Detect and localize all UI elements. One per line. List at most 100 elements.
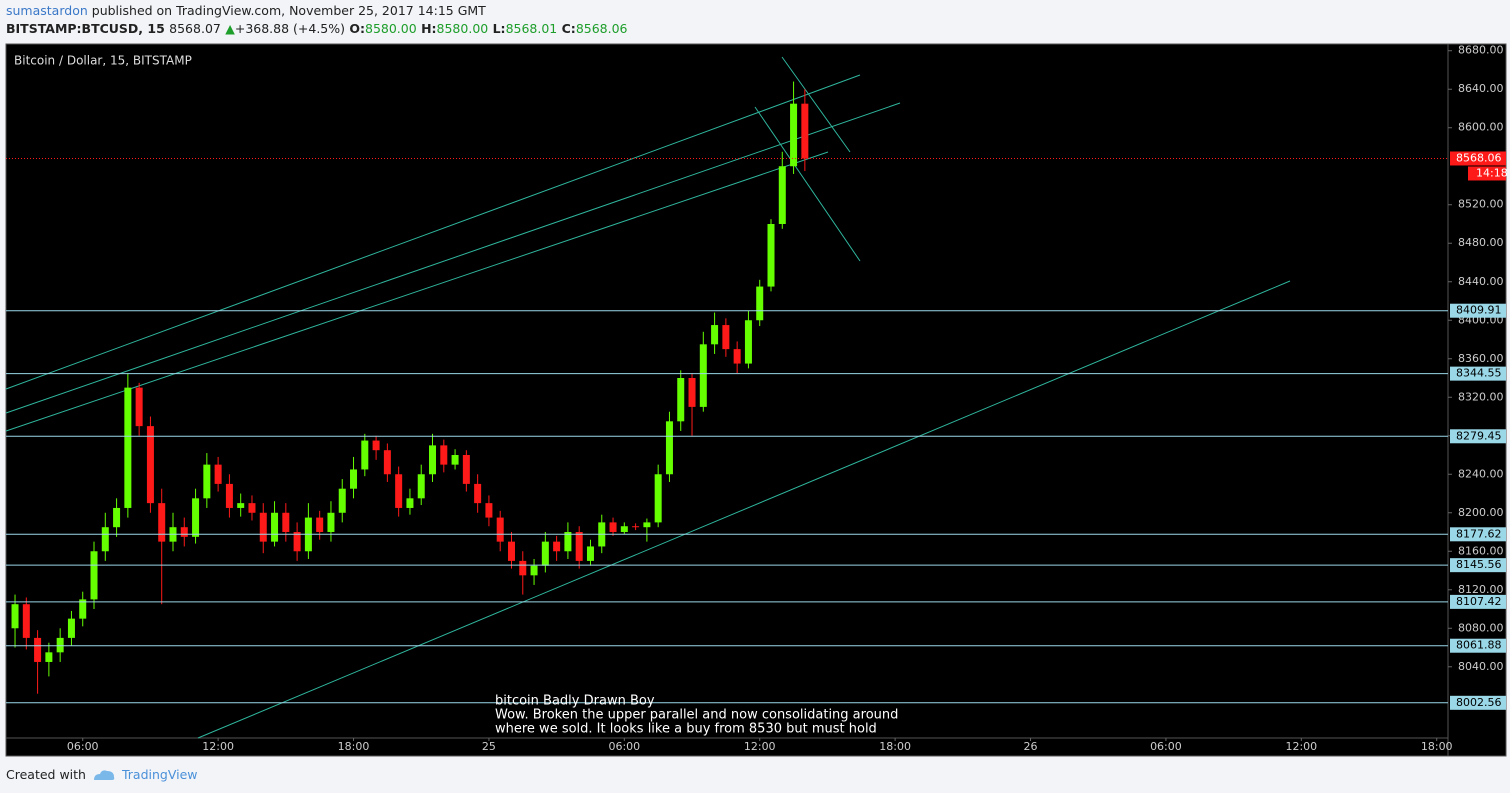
y-tick-label: 8680.00 [1458, 44, 1504, 57]
level-label-bg [1450, 638, 1506, 653]
candle-body [688, 378, 696, 407]
level-label: 8177.62 [1456, 527, 1502, 540]
candle-body [711, 325, 719, 345]
candle-body [395, 474, 403, 508]
x-tick-label: 12:00 [202, 740, 234, 753]
candle-body [620, 526, 628, 533]
last-price-label: 8568.06 [1456, 151, 1502, 164]
level-label: 8107.42 [1456, 595, 1502, 608]
candle-body [158, 503, 166, 542]
candle-body [541, 541, 549, 566]
candle-body [293, 532, 301, 552]
author[interactable]: sumastardon [6, 3, 88, 18]
candle-body [282, 512, 290, 533]
level-label: 8409.91 [1456, 304, 1502, 317]
l-label: L: [492, 21, 506, 36]
x-tick-label: 18:00 [1421, 740, 1453, 753]
countdown: 14:18 [1476, 166, 1508, 179]
candle-body [632, 526, 640, 528]
quote-line: BITSTAMP:BTCUSD, 15 8568.07 ▲+368.88 (+4… [6, 21, 628, 36]
candle-body [530, 565, 538, 576]
logo [93, 769, 115, 780]
chart-background [5, 43, 1507, 757]
candle-body [733, 349, 741, 364]
candle-body [135, 387, 143, 427]
annotation: Wow. Broken the upper parallel and now c… [495, 708, 898, 723]
h-label: H: [421, 21, 437, 36]
arrow: ▲ [225, 21, 235, 36]
candle-body [11, 604, 19, 629]
c: 8568.06 [575, 21, 628, 36]
candle-body [316, 517, 324, 533]
candle-body [214, 464, 222, 484]
y-tick-label: 8640.00 [1458, 82, 1504, 95]
o-label: O: [349, 21, 365, 36]
candle-body [699, 344, 707, 407]
candle-body [248, 503, 256, 513]
candle-body [767, 223, 775, 287]
chart: Bitcoin / Dollar, 15, BITSTAMP 06:00 12:0… [5, 43, 1508, 757]
level-label: 8002.56 [1456, 696, 1502, 709]
candle-body [451, 455, 459, 465]
trend-line [197, 280, 1291, 739]
footer: Created with TradingView [6, 767, 198, 782]
change: +368.88 (+4.5%) [234, 21, 346, 36]
candle-body [744, 320, 752, 364]
trend-line [754, 106, 861, 262]
x-tick-label: 25 [482, 740, 496, 753]
last-price-bg [1450, 151, 1506, 166]
candle-body [462, 455, 470, 484]
level-label-bg [1450, 303, 1506, 318]
y-tick-label: 8320.00 [1458, 390, 1504, 403]
o: 8580.00 [365, 21, 417, 36]
symbol: BITSTAMP:BTCUSD, 15 [6, 21, 165, 36]
candle-body [146, 426, 154, 504]
trend-lines [5, 56, 1291, 739]
x-tick-label: 12:00 [744, 740, 776, 753]
level-label-bg [1450, 558, 1506, 573]
candle-body [124, 387, 132, 508]
level-label-bg [1450, 527, 1506, 542]
annotation: bitcoin Badly Drawn Boy [495, 694, 655, 709]
x-tick-label: 26 [1024, 740, 1038, 753]
candle-body [67, 618, 75, 638]
candle-body [34, 637, 42, 662]
level-label: 8344.55 [1456, 367, 1502, 380]
candle-body [383, 450, 391, 475]
candle-body [665, 421, 673, 475]
y-tick-label: 8160.00 [1458, 544, 1504, 557]
y-tick-label: 8360.00 [1458, 352, 1504, 365]
candle-body [113, 507, 121, 528]
y-tick-label: 8120.00 [1458, 583, 1504, 596]
y-tick-label: 8040.00 [1458, 660, 1504, 673]
level-label-bg [1450, 366, 1506, 381]
candle-body [372, 440, 380, 451]
brand[interactable]: TradingView [121, 767, 198, 782]
candle-body [564, 532, 572, 552]
candle-body [22, 604, 30, 638]
trend-line [781, 56, 851, 153]
c-label: C: [561, 21, 576, 36]
last: 8568.07 [169, 21, 221, 36]
candle-body [575, 532, 583, 561]
candle-body [496, 517, 504, 542]
trend-line [5, 74, 861, 390]
candle-body [180, 527, 188, 537]
chart-title: Bitcoin / Dollar, 15, BITSTAMP [14, 54, 192, 68]
candle-body [553, 541, 561, 552]
candle-body [586, 546, 594, 561]
annotation: where we sold. It looks like a buy from … [495, 722, 877, 737]
countdown-bg [1468, 166, 1506, 181]
candle-body [327, 512, 335, 533]
candle-body [643, 522, 651, 528]
candle-body [271, 512, 279, 542]
candle-body [406, 498, 414, 508]
candle-body [677, 378, 685, 422]
candle-body [192, 498, 200, 537]
y-tick-label: 8440.00 [1458, 275, 1504, 288]
candle-body [259, 512, 267, 542]
y-tick-label: 8520.00 [1458, 198, 1504, 211]
x-tick-label: 06:00 [67, 740, 99, 753]
candle-body [338, 488, 346, 513]
x-tick-label: 06:00 [1150, 740, 1182, 753]
